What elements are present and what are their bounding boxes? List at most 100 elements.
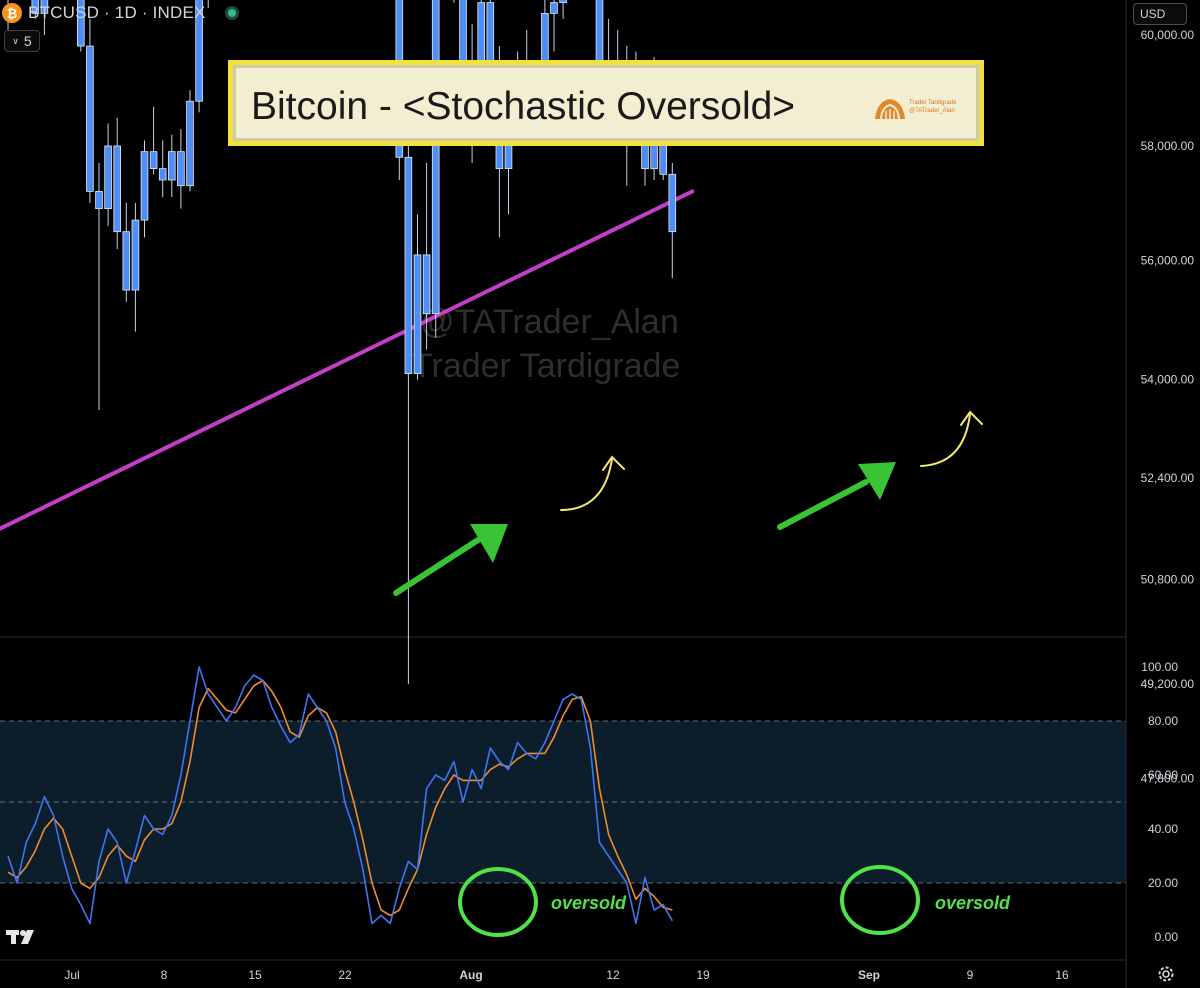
candle-body: [131, 219, 140, 291]
candle: [668, 162, 677, 279]
candle-body: [167, 151, 176, 181]
bitcoin-icon: ₿: [2, 3, 22, 23]
currency-selector[interactable]: USD: [1133, 3, 1187, 25]
time-tick-label: 22: [338, 968, 352, 982]
candle: [77, 0, 85, 52]
watermark-line-2: Trader Tardigrade: [412, 347, 680, 385]
candle: [86, 18, 94, 203]
price-tick-label: 58,000.00: [1141, 139, 1195, 153]
time-tick-label: 19: [696, 968, 710, 982]
price-tick-label: 47,800.00: [1141, 771, 1195, 785]
oversold-circle-1: [458, 867, 538, 937]
watermark: @TATrader_Alan Trader Tardigrade: [412, 303, 680, 385]
candle: [140, 140, 149, 238]
logo-line-2: @TATrader_Alan: [909, 108, 955, 114]
candle-body: [149, 151, 158, 170]
logo-line-1: Trader Tardigrade: [909, 100, 957, 106]
title-banner: Bitcoin - <Stochastic Oversold> Trader T…: [228, 60, 984, 146]
candle: [113, 117, 122, 250]
candle-body: [177, 151, 185, 187]
stoch-tick-label: 40.00: [1148, 822, 1178, 836]
candle-body: [31, 0, 40, 14]
time-tick-label: 16: [1055, 968, 1069, 982]
symbol-title[interactable]: BTCUSD · 1D · INDEX: [28, 3, 206, 22]
stoch-tick-label: 0.00: [1155, 930, 1179, 944]
watermark-line-1: @TATrader_Alan: [420, 303, 679, 341]
price-tick-label: 52,400.00: [1141, 471, 1195, 485]
curved-arrow-1: [560, 455, 625, 511]
time-tick-label: 12: [606, 968, 620, 982]
candle: [559, 0, 567, 19]
tardigrade-logo-icon: [875, 99, 905, 120]
price-axis[interactable]: 84,000.0080,000.0076,000.0072,000.0070,0…: [1141, 0, 1195, 785]
candle: [177, 129, 185, 209]
price-tick-label: 49,200.00: [1141, 677, 1195, 691]
time-tick-label: 9: [967, 968, 974, 982]
price-tick-label: 50,800.00: [1141, 572, 1195, 586]
candlestick-series: [7, 0, 677, 685]
stochastic-series: [7, 666, 673, 925]
candle: [167, 134, 176, 198]
time-tick-label: 15: [248, 968, 262, 982]
stoch-tick-label: 20.00: [1148, 876, 1178, 890]
trendlines: [0, 189, 695, 560]
candle-body: [404, 156, 413, 375]
banner-title: Bitcoin - <Stochastic Oversold>: [251, 85, 796, 128]
stoch-k-line: [7, 666, 673, 925]
candle-body: [77, 0, 85, 47]
candle-body: [122, 231, 131, 291]
candle-body: [422, 254, 431, 315]
market-status-dot-icon: [227, 9, 236, 17]
price-tick-label: 56,000.00: [1141, 254, 1195, 268]
currency-label: USD: [1140, 7, 1166, 21]
time-tick-label: 8: [161, 968, 168, 982]
green-arrow-1: [393, 524, 508, 596]
tradingview-logo-icon[interactable]: [6, 926, 42, 946]
oversold-label-1: oversold: [551, 893, 627, 913]
candle-body: [186, 100, 194, 187]
candle: [431, 0, 440, 338]
collapse-indicators-button[interactable]: ∨ 5: [4, 30, 40, 52]
stoch-axis[interactable]: 0.00 20.00 40.00 60.00 80.00 100.00: [1141, 660, 1178, 944]
candle: [40, 0, 49, 36]
banner-logo-text: Trader Tardigrade @TATrader_Alan: [909, 99, 967, 115]
candle: [131, 202, 140, 332]
candle: [422, 162, 431, 350]
price-tick-label: 60,000.00: [1141, 28, 1195, 42]
candle-body: [559, 0, 567, 3]
chevron-down-icon: ∨: [12, 35, 19, 46]
candle-body: [413, 254, 422, 375]
candle: [95, 162, 103, 411]
candle: [158, 140, 167, 198]
candle-body: [140, 151, 149, 221]
price-tick-label: 54,000.00: [1141, 373, 1195, 387]
candle: [413, 214, 422, 380]
time-tick-label: Jul: [64, 968, 79, 982]
oversold-circle-2: [840, 865, 920, 935]
candle-body: [668, 173, 677, 233]
candle-body: [86, 45, 94, 192]
stoch-tick-label: 80.00: [1148, 714, 1178, 728]
symbol-header: ₿ BTCUSD · 1D · INDEX: [0, 0, 236, 26]
time-axis[interactable]: Jul 8 15 22 Aug 12 19 Sep 9 16: [64, 968, 1069, 982]
drawn-annotations: oversold oversold: [393, 410, 1011, 937]
candle-body: [431, 0, 440, 315]
candle: [149, 106, 158, 175]
candle-body: [595, 0, 604, 69]
candle: [550, 0, 558, 52]
candle: [195, 0, 203, 113]
stoch-tick-label: 60.00: [1148, 768, 1178, 782]
candle-body: [95, 191, 103, 210]
candle-body: [104, 145, 112, 210]
candle: [186, 90, 194, 192]
stoch-overbought-oversold-band: [0, 720, 1126, 884]
indicator-count: 5: [23, 33, 32, 49]
candle-body: [158, 168, 167, 181]
settings-gear-icon[interactable]: [1156, 964, 1176, 984]
trendline[interactable]: [0, 189, 695, 560]
candle: [404, 129, 413, 685]
candle-body: [40, 0, 49, 14]
candle-body: [550, 2, 558, 14]
time-tick-label: Sep: [858, 968, 880, 982]
